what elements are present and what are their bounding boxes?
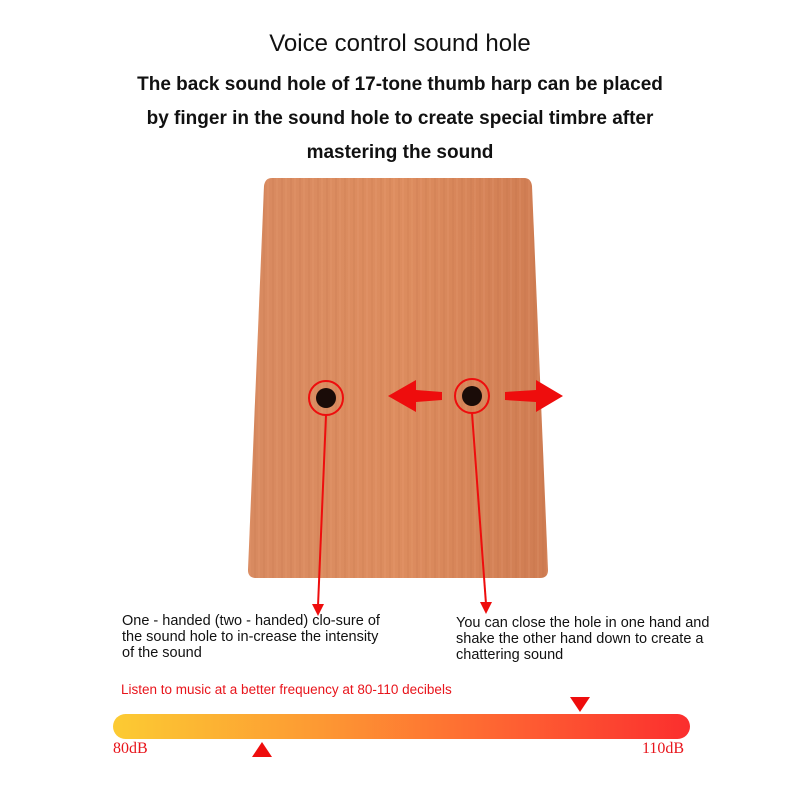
decibel-gradient-bar [113,714,690,739]
left-arrow-icon [388,380,442,412]
decibel-hint: Listen to music at a better frequency at… [121,682,452,697]
min-db-label: 80dB [113,740,148,757]
note-right: You can close the hole in one hand and s… [456,615,710,663]
pointer-line-right [471,412,492,614]
pointer-line-left [312,414,327,616]
title: Voice control sound hole [269,30,531,57]
subtitle-line-3: mastering the sound [306,142,494,163]
marker-up-icon [252,742,272,757]
note-left: One - handed (two - handed) clo-sure of … [122,613,380,661]
right-arrow-icon [505,380,563,412]
marker-down-icon [570,697,590,712]
subtitle-line-1: The back sound hole of 17-tone thumb har… [137,74,663,95]
max-db-label: 110dB [642,740,685,757]
kalimba-body [248,178,548,578]
subtitle-line-2: by finger in the sound hole to create sp… [146,108,654,129]
